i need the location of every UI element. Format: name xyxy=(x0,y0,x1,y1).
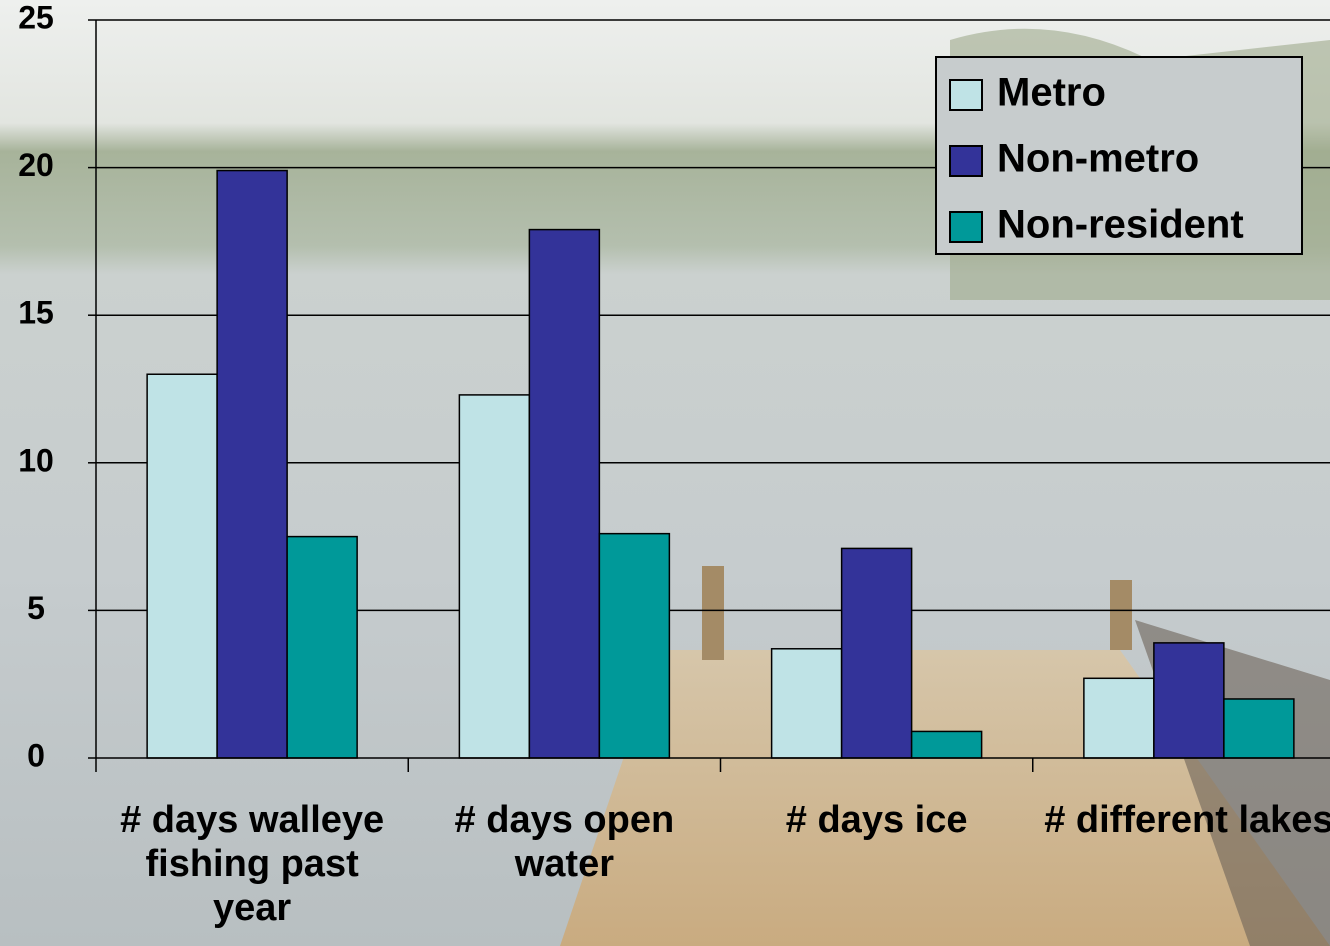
legend-box xyxy=(935,56,1303,255)
legend-label: Metro xyxy=(997,71,1106,115)
legend-swatch xyxy=(949,79,983,111)
x-tick-label: # days walleye fishing past year xyxy=(120,799,385,929)
legend-label: Non-resident xyxy=(997,203,1244,247)
legend-label: Non-metro xyxy=(997,137,1199,181)
bar xyxy=(770,648,843,759)
legend-swatch xyxy=(949,145,983,177)
bar xyxy=(528,228,601,759)
y-tick-label: 10 xyxy=(18,442,54,478)
bar xyxy=(146,373,218,759)
bar xyxy=(458,394,531,759)
bar xyxy=(840,547,913,759)
bar xyxy=(286,535,358,759)
y-tick-label: 25 xyxy=(18,0,54,35)
bar xyxy=(1153,642,1225,759)
y-tick-label: 15 xyxy=(18,295,54,331)
bar xyxy=(598,532,671,759)
bar xyxy=(216,169,288,759)
y-tick-label: 5 xyxy=(27,590,45,626)
legend-swatch xyxy=(949,211,983,243)
bar xyxy=(1223,698,1295,759)
legend: Metro Non-metro Non-resident xyxy=(935,56,1303,255)
x-tick-label: # different lakes xyxy=(1044,799,1330,841)
bar xyxy=(1083,677,1155,759)
x-tick-label: # days open water xyxy=(454,799,675,885)
y-tick-label: 0 xyxy=(27,737,45,773)
bar xyxy=(910,730,983,759)
y-tick-label: 20 xyxy=(18,147,54,183)
x-tick-label: # days ice xyxy=(785,799,968,841)
